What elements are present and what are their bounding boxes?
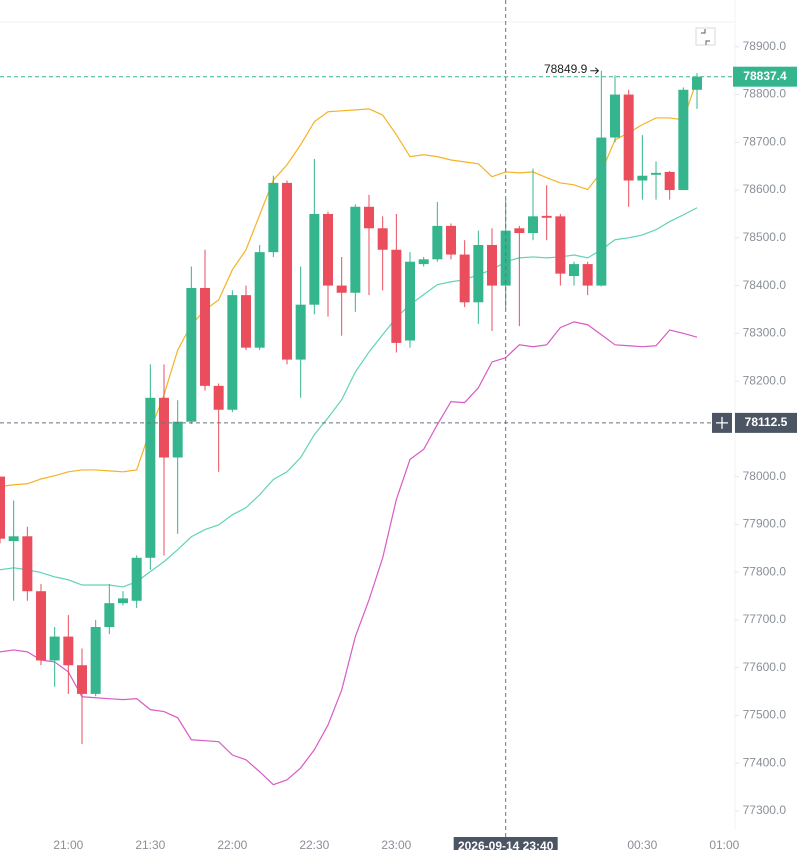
candle-body xyxy=(350,206,361,293)
y-tick-label: 77400.0 xyxy=(743,755,787,769)
crosshair-time-tag xyxy=(453,837,558,850)
candle-body xyxy=(213,385,224,410)
y-tick-label: 78900.0 xyxy=(743,39,787,53)
candle-body xyxy=(473,244,484,303)
candle-body xyxy=(90,627,101,694)
candle-body xyxy=(459,254,470,303)
candle-body xyxy=(227,295,238,410)
candle-body xyxy=(678,89,689,191)
candle-body xyxy=(377,228,388,250)
candle-body xyxy=(145,397,156,558)
candle-body xyxy=(446,225,457,255)
crosshair-price-label: 78112.5 xyxy=(745,415,788,429)
candle-body xyxy=(623,94,634,181)
candle-body xyxy=(364,206,375,229)
y-tick-label: 78000.0 xyxy=(743,469,787,483)
candle-body xyxy=(118,598,129,604)
crosshair-price-tag xyxy=(735,412,797,433)
band-line xyxy=(0,79,698,488)
candle-body xyxy=(391,249,402,343)
y-tick-label: 77500.0 xyxy=(743,708,787,722)
last-price-label: 78837.4 xyxy=(743,69,787,83)
candle-body xyxy=(596,137,607,286)
last-price-tag xyxy=(733,66,797,87)
high-arrow xyxy=(590,67,600,75)
candle-body xyxy=(610,94,621,138)
candle-body xyxy=(49,636,60,661)
candle-body xyxy=(323,213,334,286)
x-tick-label: 01:00 xyxy=(709,838,739,850)
candle-body xyxy=(651,172,662,175)
candle-body xyxy=(172,421,183,458)
candle-body xyxy=(692,76,703,90)
y-tick-label: 78600.0 xyxy=(743,182,787,196)
candle-body xyxy=(500,230,511,286)
y-tick-label: 78800.0 xyxy=(743,87,787,101)
candle-body xyxy=(514,228,525,234)
candle-body xyxy=(582,264,593,286)
candle-body xyxy=(569,264,580,277)
candle-body xyxy=(487,244,498,286)
candle-body xyxy=(8,536,19,542)
x-tick-label: 23:00 xyxy=(381,838,411,850)
candle-body xyxy=(432,225,443,260)
y-tick-label: 78200.0 xyxy=(743,373,787,387)
x-tick-label: 21:30 xyxy=(135,838,165,850)
x-tick-label: 00:30 xyxy=(627,838,657,850)
candle-body xyxy=(282,182,293,360)
candle-body xyxy=(131,557,142,601)
candle-body xyxy=(541,215,552,218)
x-tick-label: 21:00 xyxy=(53,838,83,850)
candle-body xyxy=(77,665,88,694)
candle-body xyxy=(104,603,115,628)
fullscreen-icon[interactable] xyxy=(695,27,716,46)
candle-body xyxy=(336,285,347,293)
candle-body xyxy=(200,287,211,386)
icon-glyph[interactable] xyxy=(701,29,710,45)
y-tick-label: 77900.0 xyxy=(743,517,787,531)
y-tick-label: 77600.0 xyxy=(743,660,787,674)
y-tick-label: 78300.0 xyxy=(743,326,787,340)
candle-body xyxy=(241,295,252,348)
band-line xyxy=(0,321,698,786)
candle-body xyxy=(555,216,566,274)
candle-body xyxy=(309,213,320,305)
candle-body xyxy=(295,304,306,360)
candle-body xyxy=(268,182,279,253)
x-tick-label: 22:30 xyxy=(299,838,329,850)
candle-body xyxy=(36,591,47,661)
y-tick-label: 78400.0 xyxy=(743,278,787,292)
candle-body xyxy=(22,536,33,592)
y-tick-label: 78700.0 xyxy=(743,134,787,148)
band-line xyxy=(0,207,698,588)
candle-body xyxy=(0,476,5,539)
x-tick-label: 22:00 xyxy=(217,838,247,850)
candle-body xyxy=(418,259,429,265)
candle-body xyxy=(664,171,675,191)
crosshair-time-label: 2026-09-14 23:40 xyxy=(458,839,554,850)
candle-body xyxy=(63,636,74,666)
crosshair-plus xyxy=(716,416,728,429)
y-tick-label: 77300.0 xyxy=(743,803,787,817)
candle-body xyxy=(159,397,170,458)
candle-body xyxy=(528,216,539,234)
candle-body xyxy=(637,175,648,181)
candle-body xyxy=(254,252,265,348)
y-tick-label: 77800.0 xyxy=(743,564,787,578)
high-label: 78849.9 xyxy=(544,62,588,76)
candle-body xyxy=(186,287,197,422)
candle-body xyxy=(405,261,416,341)
y-tick-label: 78500.0 xyxy=(743,230,787,244)
y-tick-label: 77700.0 xyxy=(743,612,787,626)
marks xyxy=(0,70,703,786)
